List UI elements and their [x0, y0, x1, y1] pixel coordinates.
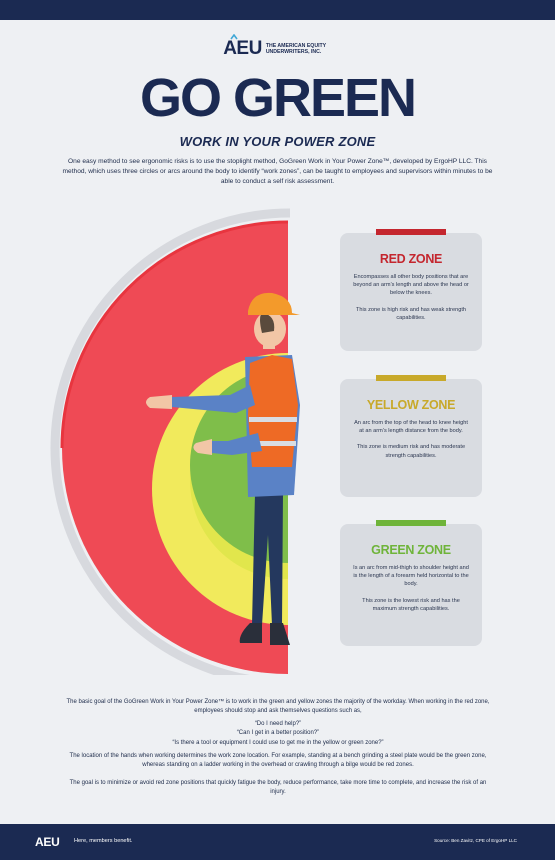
logo-mark: AEU: [223, 34, 262, 60]
goal-summary-paragraph: The goal is to minimize or avoid red zon…: [69, 780, 487, 796]
red-zone-risk: This zone is high risk and has weak stre…: [355, 306, 467, 321]
yellow-zone-card: YELLOW ZONE An arc from the top of the h…: [340, 375, 482, 497]
footer: AEU Here, members benefit. Source: Ben Z…: [0, 824, 555, 860]
green-zone-bar: [376, 520, 446, 526]
red-zone-title: RED ZONE: [379, 252, 443, 266]
yellow-zone-title: YELLOW ZONE: [366, 398, 456, 412]
red-zone-card: RED ZONE Encompasses all other body posi…: [340, 229, 482, 351]
question-3: “Is there a tool or equipment I could us…: [172, 739, 384, 746]
hands-location-paragraph: The location of the hands when working d…: [69, 753, 487, 769]
questions-block: “Do I need help?” “Can I get in a better…: [64, 720, 492, 748]
top-bar: [0, 0, 555, 20]
goal-paragraph: The basic goal of the GoGreen Work in Yo…: [66, 699, 490, 715]
question-2: “Can I get in a better position?”: [236, 730, 320, 737]
yellow-zone-risk: This zone is medium risk and has moderat…: [356, 444, 466, 459]
page-subtitle: WORK IN YOUR POWER ZONE: [179, 134, 376, 149]
green-zone-risk: This zone is the lowest risk and has the…: [362, 597, 460, 612]
yellow-zone-description: An arc from the top of the head to knee …: [354, 420, 468, 435]
logo-text: THE AMERICAN EQUITY UNDERWRITERS, INC.: [265, 43, 327, 55]
green-zone-title: GREEN ZONE: [371, 543, 451, 557]
logo-accent-icon: [230, 34, 238, 40]
green-zone-description: Is an arc from mid-thigh to shoulder hei…: [353, 565, 469, 588]
red-zone-description: Encompasses all other body positions tha…: [353, 274, 469, 297]
intro-paragraph: One easy method to see ergonomic risks i…: [62, 158, 493, 185]
green-zone-card: GREEN ZONE Is an arc from mid-thigh to s…: [340, 520, 482, 646]
worker-figure: [146, 292, 300, 645]
logo-mark-text: AEU: [223, 38, 262, 59]
footer-source: Source: Ben Zavitz, CPE of ErgoHP LLC: [434, 838, 517, 843]
question-1: “Do I need help?”: [254, 721, 302, 727]
red-zone-bar: [376, 229, 446, 235]
yellow-zone-bar: [376, 375, 446, 381]
footer-tagline: Here, members benefit.: [74, 838, 133, 844]
company-logo: AEU THE AMERICAN EQUITY UNDERWRITERS, IN…: [0, 34, 555, 60]
page-title: GO GREEN: [139, 68, 417, 128]
footer-logo: AEU: [35, 835, 60, 849]
power-zone-illustration: [50, 208, 300, 675]
